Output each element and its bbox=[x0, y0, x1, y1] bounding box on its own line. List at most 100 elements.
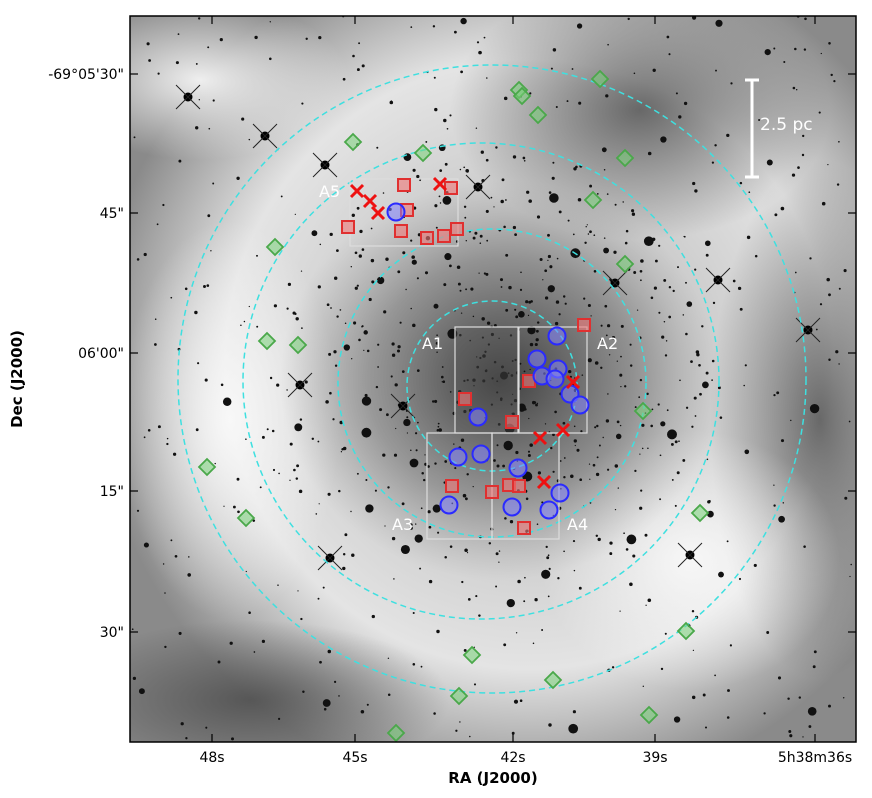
star bbox=[428, 525, 432, 529]
star bbox=[660, 421, 666, 427]
star bbox=[480, 150, 484, 154]
star bbox=[286, 389, 288, 391]
star bbox=[664, 632, 667, 635]
star bbox=[148, 59, 151, 62]
diamond-markers bbox=[197, 69, 710, 743]
star bbox=[459, 289, 462, 292]
star bbox=[399, 321, 402, 324]
star bbox=[838, 287, 841, 290]
star bbox=[485, 209, 489, 213]
star bbox=[245, 438, 247, 440]
star bbox=[514, 308, 517, 311]
star bbox=[523, 600, 526, 603]
star bbox=[376, 146, 379, 149]
circle-marker bbox=[508, 458, 528, 478]
square-marker bbox=[420, 231, 434, 245]
star bbox=[640, 279, 642, 282]
star bbox=[259, 486, 262, 489]
star bbox=[464, 216, 467, 219]
star bbox=[514, 358, 517, 362]
star bbox=[475, 127, 478, 129]
star bbox=[683, 101, 688, 106]
star bbox=[647, 598, 652, 603]
region-label-a5: A5 bbox=[319, 182, 340, 201]
star bbox=[633, 72, 636, 75]
x-tick-label: 5h38m36s bbox=[778, 750, 852, 766]
star bbox=[661, 335, 665, 339]
star bbox=[432, 25, 436, 28]
star bbox=[551, 176, 555, 180]
star bbox=[339, 420, 343, 425]
star bbox=[605, 334, 608, 337]
star bbox=[415, 523, 417, 525]
star bbox=[647, 447, 649, 450]
star bbox=[652, 68, 656, 72]
star bbox=[412, 663, 416, 666]
star bbox=[438, 428, 442, 432]
star bbox=[595, 472, 600, 477]
star bbox=[808, 725, 812, 728]
star bbox=[828, 42, 831, 45]
star bbox=[256, 325, 259, 328]
star bbox=[515, 450, 519, 455]
star bbox=[493, 459, 496, 462]
star bbox=[653, 286, 658, 290]
star bbox=[432, 504, 441, 513]
star bbox=[481, 317, 485, 321]
star bbox=[256, 254, 258, 257]
star bbox=[485, 369, 488, 372]
star bbox=[317, 440, 320, 443]
star bbox=[460, 438, 465, 442]
star bbox=[607, 393, 609, 395]
circle-marker bbox=[547, 326, 567, 346]
star bbox=[638, 396, 641, 399]
star bbox=[473, 646, 475, 648]
star bbox=[460, 70, 463, 74]
star bbox=[434, 399, 438, 403]
star bbox=[778, 515, 785, 523]
star bbox=[764, 48, 771, 56]
star bbox=[491, 377, 494, 380]
diamond-marker bbox=[615, 254, 635, 274]
star bbox=[444, 162, 448, 166]
star bbox=[261, 435, 265, 439]
star bbox=[344, 533, 348, 537]
star bbox=[738, 577, 742, 581]
star bbox=[776, 391, 780, 395]
square-marker bbox=[450, 222, 464, 236]
star bbox=[332, 418, 335, 421]
star bbox=[527, 450, 531, 453]
star bbox=[361, 64, 365, 68]
star bbox=[433, 303, 439, 309]
star bbox=[658, 244, 661, 247]
star bbox=[573, 569, 576, 572]
star bbox=[523, 370, 526, 373]
star bbox=[650, 296, 654, 300]
star bbox=[371, 614, 375, 619]
diffraction-spike bbox=[252, 123, 278, 149]
star bbox=[589, 230, 592, 234]
y-tick-label: 30" bbox=[100, 625, 124, 641]
star bbox=[668, 315, 672, 319]
guide-circle-outer bbox=[177, 64, 807, 694]
square-marker bbox=[577, 318, 591, 332]
star bbox=[396, 349, 401, 353]
star bbox=[830, 73, 833, 77]
star bbox=[299, 418, 303, 421]
star bbox=[170, 539, 173, 542]
star bbox=[416, 277, 419, 280]
star bbox=[311, 437, 315, 441]
star bbox=[632, 554, 636, 558]
star bbox=[368, 297, 372, 302]
star bbox=[598, 444, 601, 447]
x-tick-label: 48s bbox=[199, 750, 224, 766]
star bbox=[580, 430, 583, 433]
star bbox=[510, 403, 513, 406]
star bbox=[589, 184, 593, 188]
star bbox=[323, 707, 327, 711]
square-marker bbox=[458, 392, 472, 406]
star bbox=[409, 526, 413, 530]
star bbox=[693, 396, 697, 400]
star bbox=[522, 156, 526, 160]
star bbox=[157, 72, 160, 75]
